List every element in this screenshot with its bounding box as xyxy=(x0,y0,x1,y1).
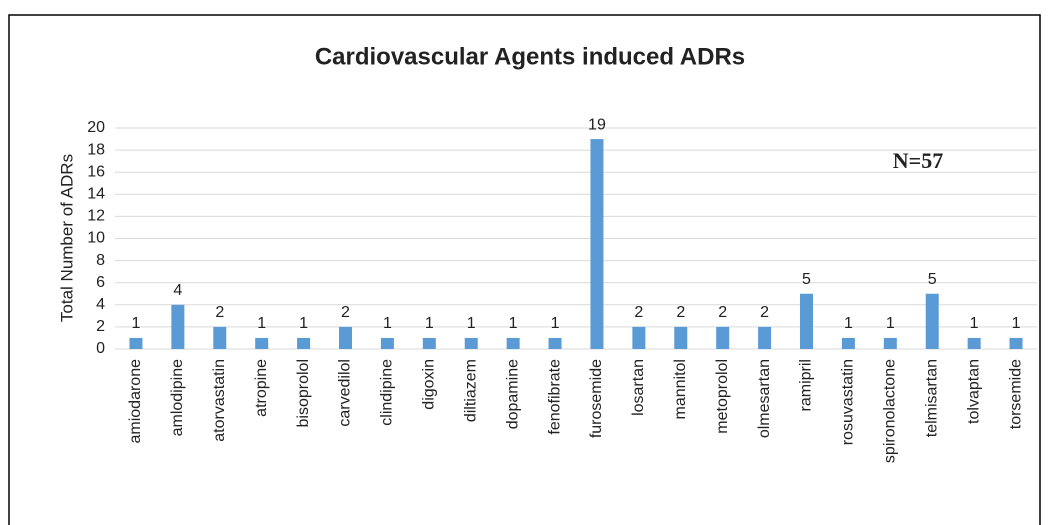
bar xyxy=(339,326,352,349)
x-tick-label: metoprolol xyxy=(714,359,731,434)
x-tick-label: spironolactone xyxy=(882,359,899,463)
x-tick-label: fenofibrate xyxy=(546,359,563,435)
data-label: 1 xyxy=(1012,315,1021,332)
x-tick-label: clindipine xyxy=(379,359,396,426)
chart-border xyxy=(8,14,1041,525)
bar xyxy=(171,304,185,349)
bar xyxy=(674,326,688,349)
x-tick-label: digoxin xyxy=(421,359,438,410)
data-label: 1 xyxy=(509,315,518,332)
data-label: 1 xyxy=(299,315,308,332)
y-tick-label: 8 xyxy=(96,252,105,269)
bar xyxy=(925,293,939,349)
bar xyxy=(548,337,562,349)
annotation: N=57 xyxy=(893,148,943,173)
x-tick-label: amiodarone xyxy=(127,359,144,444)
bar xyxy=(1009,337,1023,349)
data-label: 2 xyxy=(341,304,350,321)
data-label: 1 xyxy=(551,315,560,332)
x-tick-label: ramipril xyxy=(798,359,815,411)
bar xyxy=(967,337,981,349)
data-label: 2 xyxy=(215,304,224,321)
x-tick-label: diltiazem xyxy=(462,359,479,422)
bar xyxy=(841,337,855,349)
data-label: 1 xyxy=(132,315,141,332)
x-tick-label: mannitol xyxy=(672,359,689,419)
x-tick-label: bisoprolol xyxy=(295,359,312,427)
x-tick-label: tolvaptan xyxy=(965,359,982,424)
data-label: 4 xyxy=(173,282,182,299)
x-tick-label: losartan xyxy=(630,359,647,416)
y-tick-label: 2 xyxy=(96,318,105,335)
bar xyxy=(380,337,394,349)
bar xyxy=(758,326,772,349)
data-label: 2 xyxy=(634,304,643,321)
data-label: 1 xyxy=(844,315,853,332)
y-tick-label: 6 xyxy=(96,274,105,291)
data-label: 1 xyxy=(425,315,434,332)
data-label: 2 xyxy=(676,304,685,321)
bar xyxy=(883,337,897,349)
data-label: 2 xyxy=(718,304,727,321)
x-tick-label: olmesartan xyxy=(756,359,773,438)
data-label: 5 xyxy=(802,271,811,288)
y-tick-label: 16 xyxy=(87,163,105,180)
y-axis-label: Total Number of ADRs xyxy=(57,154,76,322)
x-tick-label: atorvastatin xyxy=(211,359,228,442)
x-tick-label: torsemide xyxy=(1007,359,1024,429)
bar xyxy=(129,337,143,349)
data-label: 1 xyxy=(467,315,476,332)
bar xyxy=(422,337,436,349)
y-tick-label: 10 xyxy=(87,230,105,247)
y-tick-label: 0 xyxy=(96,340,105,357)
data-label: 1 xyxy=(886,315,895,332)
bar xyxy=(506,337,520,349)
data-label: 1 xyxy=(383,315,392,332)
bar xyxy=(297,337,311,349)
bar xyxy=(632,326,646,349)
bar xyxy=(255,337,269,349)
bar xyxy=(716,326,730,349)
y-tick-label: 18 xyxy=(87,141,105,158)
x-tick-label: atropine xyxy=(253,359,270,417)
x-tick-label: rosuvastatin xyxy=(840,359,857,445)
x-tick-label: carvedilol xyxy=(337,359,354,427)
bar xyxy=(800,293,813,349)
y-tick-label: 20 xyxy=(87,119,105,136)
bar xyxy=(213,326,227,349)
x-tick-label: amlodipine xyxy=(169,359,186,436)
x-tick-label: dopamine xyxy=(504,359,521,429)
y-tick-label: 14 xyxy=(87,186,105,203)
y-tick-label: 12 xyxy=(87,208,105,225)
bar xyxy=(590,139,604,349)
data-label: 5 xyxy=(928,271,937,288)
y-tick-label: 4 xyxy=(96,296,105,313)
chart-title: Cardiovascular Agents induced ADRs xyxy=(315,43,745,70)
data-label: 1 xyxy=(257,315,266,332)
data-label: 2 xyxy=(760,304,769,321)
x-tick-label: telmisartan xyxy=(923,359,940,437)
bar xyxy=(464,337,478,349)
x-tick-label: furosemide xyxy=(588,359,605,438)
data-label: 1 xyxy=(970,315,979,332)
data-label: 19 xyxy=(588,116,606,133)
